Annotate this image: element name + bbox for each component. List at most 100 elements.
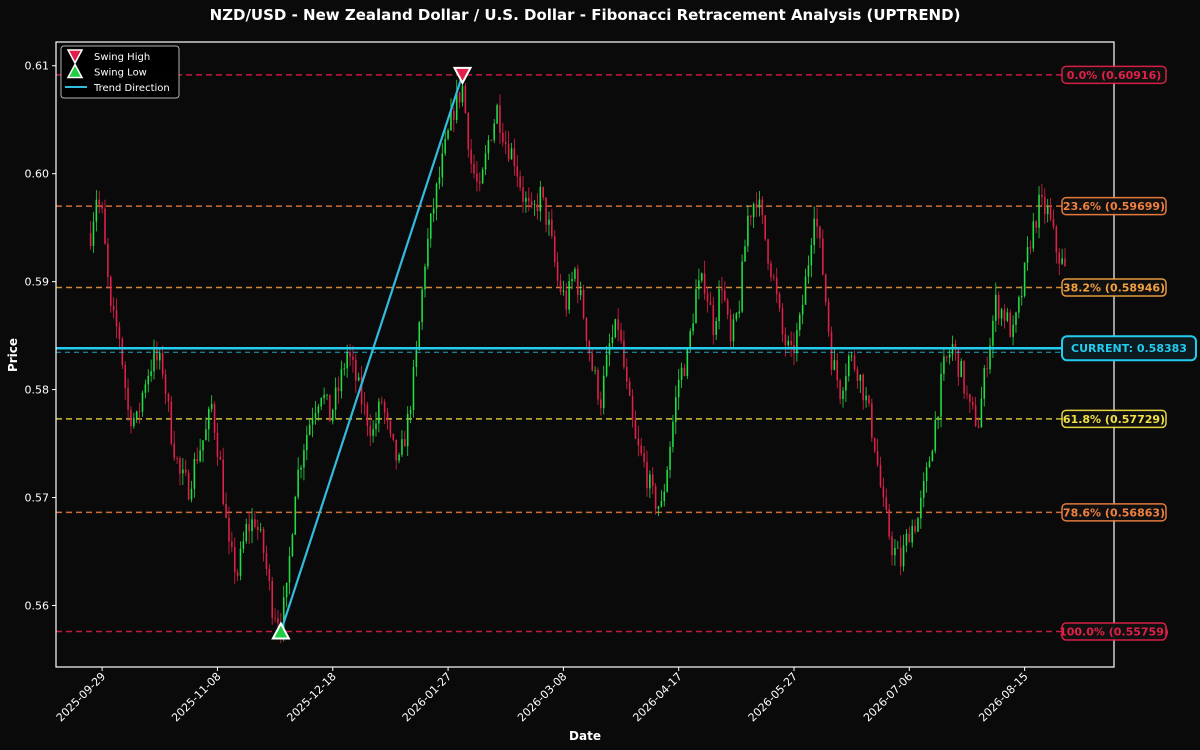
candle-body <box>660 501 663 507</box>
legend-entry: Trend Direction <box>65 83 170 94</box>
candle-body <box>303 450 305 468</box>
candle-body <box>438 177 441 184</box>
candle-body <box>781 308 784 335</box>
candle-body <box>248 524 250 532</box>
candle-body <box>807 265 810 277</box>
candle-body <box>773 277 775 278</box>
candle-body <box>395 439 397 461</box>
candle-body <box>306 434 308 451</box>
candle-body <box>934 419 937 451</box>
candle-body <box>1006 312 1009 321</box>
candle-body <box>499 105 501 133</box>
candle-body <box>467 113 470 150</box>
candle-body <box>966 393 968 395</box>
candle-body <box>450 110 452 131</box>
fib-label: 0.0% (0.60916) <box>1061 65 1167 85</box>
candle-body <box>963 360 965 394</box>
candle-body <box>787 340 790 346</box>
candle-body <box>135 411 138 419</box>
candle-body <box>138 411 141 413</box>
candle-body <box>380 401 383 403</box>
candle-body <box>527 197 530 202</box>
candle-body <box>1032 221 1035 249</box>
x-tick-label: 2026-03-08 <box>515 670 569 724</box>
candle-body <box>418 322 421 351</box>
candle-body <box>672 421 674 447</box>
candle-body <box>190 488 193 500</box>
candle-body <box>455 92 458 120</box>
candle-body <box>856 369 859 381</box>
candle-body <box>842 390 844 400</box>
candle-body <box>476 173 478 182</box>
candle-body <box>115 310 118 327</box>
candle-body <box>709 301 712 306</box>
candle-body <box>502 132 504 143</box>
candle-body <box>905 533 908 546</box>
candle-body <box>231 541 233 547</box>
candle-body <box>478 181 481 184</box>
y-tick-label: 0.56 <box>25 599 50 612</box>
candle-body <box>775 277 778 295</box>
y-axis-ticks: 0.56 0.57 0.58 0.59 0.60 0.61 <box>25 60 56 612</box>
candle-body <box>461 85 464 103</box>
candle-body <box>352 356 354 360</box>
candle-body <box>703 273 706 294</box>
candle-body <box>822 238 824 275</box>
fib-label: 38.2% (0.58946) <box>1061 278 1167 297</box>
candle-body <box>770 263 772 278</box>
candle-body <box>879 464 882 487</box>
candle-body <box>888 509 890 537</box>
candle-body <box>997 294 1000 319</box>
candle-body <box>1015 312 1017 325</box>
candle-body <box>882 486 885 498</box>
candle-body <box>314 412 317 419</box>
y-tick-label: 0.59 <box>25 276 50 289</box>
candle-body <box>184 469 187 473</box>
candle-body <box>127 387 129 410</box>
candle-body <box>326 394 328 396</box>
candle-body <box>317 406 320 413</box>
candle-body <box>542 187 544 198</box>
candle-body <box>943 356 945 374</box>
candle-body <box>695 289 697 324</box>
candlesticks <box>89 79 1066 644</box>
y-tick-label: 0.57 <box>25 492 50 505</box>
candle-body <box>548 219 550 225</box>
svg-text:Swing Low: Swing Low <box>94 68 147 79</box>
candle-body <box>516 165 519 177</box>
candle-body <box>971 402 974 406</box>
candle-body <box>847 355 850 377</box>
candle-body <box>383 402 386 413</box>
candle-body <box>1003 309 1006 321</box>
candle-body <box>657 506 660 509</box>
candle-body <box>213 404 216 433</box>
candle-body <box>922 481 925 498</box>
candle-body <box>680 367 683 380</box>
candle-body <box>251 519 253 532</box>
candle-body <box>133 418 135 427</box>
candle-body <box>969 394 971 403</box>
candle-body <box>1029 247 1032 249</box>
y-tick-label: 0.58 <box>25 384 50 397</box>
candle-body <box>228 517 230 542</box>
fib-label: 23.6% (0.59699) <box>1061 196 1167 216</box>
candle-body <box>262 529 265 553</box>
candle-body <box>92 221 95 247</box>
candle-body <box>631 395 634 420</box>
candle-body <box>582 289 585 318</box>
candle-body <box>507 143 510 160</box>
svg-text:38.2% (0.58946): 38.2% (0.58946) <box>1063 281 1165 294</box>
candle-body <box>156 347 158 361</box>
candle-body <box>617 319 619 330</box>
candle-body <box>744 246 746 262</box>
candle-body <box>285 582 288 598</box>
swing-high-marker <box>452 66 473 85</box>
candle-body <box>663 491 666 502</box>
candle-body <box>862 374 864 401</box>
candle-body <box>207 408 210 430</box>
candle-body <box>225 504 227 518</box>
candle-body <box>689 331 692 349</box>
candle-body <box>268 568 271 581</box>
candle-body <box>490 140 493 141</box>
